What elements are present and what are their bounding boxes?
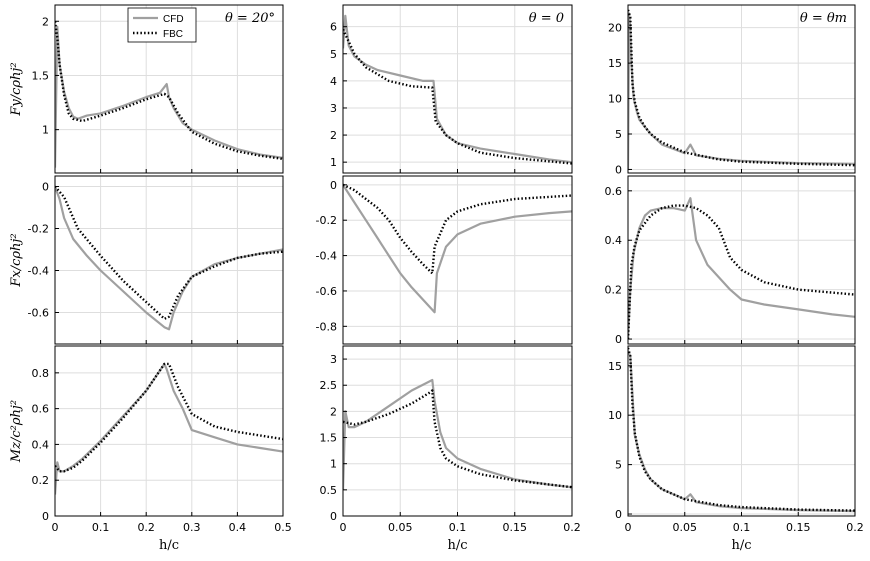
x-tick-label: 0.2 [563, 521, 581, 534]
y-tick-label: -0.2 [28, 223, 49, 236]
y-tick-label: 1.5 [320, 432, 338, 445]
y-tick-label: 0.8 [32, 367, 50, 380]
axes-box [54, 175, 284, 345]
series-fbc-line [55, 185, 283, 320]
series-cfd-line [628, 350, 855, 513]
y-tick-label: 0.6 [605, 185, 623, 198]
x-tick-label: 0.05 [673, 521, 698, 534]
axes-box [54, 4, 284, 174]
y-tick-label: 3 [330, 353, 337, 366]
series-cfd-line [55, 186, 283, 331]
y-tick-label: 15 [608, 360, 622, 373]
y-tick-label: 0 [615, 163, 622, 176]
y-tick-label: 5 [330, 48, 337, 61]
y-tick-label: 1 [330, 458, 337, 471]
y-tick-label: 1 [42, 124, 49, 137]
series-fbc-line [628, 9, 855, 167]
x-axis-label: h/c [731, 538, 751, 553]
panel-r3-c2: 0 0.5 1 1.5 2 2.5 3 0 0.05 0.1 0.15 0.2 h/c [320, 345, 581, 553]
panel-r2-c2: -0.8 -0.6 -0.4 -0.2 0 [316, 175, 573, 345]
x-tick-label: 0.1 [449, 521, 467, 534]
y-tick-label: 20 [608, 22, 622, 35]
y-tick-label: -0.6 [28, 307, 49, 320]
x-tick-label: 0.3 [183, 521, 201, 534]
y-tick-label: 10 [608, 93, 622, 106]
y-tick-label: -0.8 [316, 320, 337, 333]
x-tick-label: 0.1 [733, 521, 751, 534]
y-axis-label: Fx/cρhj² [9, 233, 24, 287]
y-tick-label: 0.4 [605, 234, 623, 247]
legend-cfd-label: CFD [163, 14, 184, 25]
panel-title: θ = 20° [225, 11, 275, 26]
x-tick-label: 0.15 [503, 521, 528, 534]
axes-box [54, 345, 284, 517]
y-tick-label: 2 [42, 15, 49, 28]
y-tick-label: 0 [330, 510, 337, 523]
x-tick-label: 0.4 [229, 521, 247, 534]
y-tick-label: 5 [615, 459, 622, 472]
y-tick-label: 5 [615, 128, 622, 141]
y-tick-label: 2.5 [320, 379, 338, 392]
y-tick-label: 0.4 [32, 438, 50, 451]
y-tick-label: -0.4 [316, 250, 337, 263]
y-tick-label: 10 [608, 409, 622, 422]
x-tick-label: 0.15 [786, 521, 811, 534]
series-cfd-line [343, 14, 572, 164]
y-tick-label: 4 [330, 75, 337, 88]
panel-title: θ = θm [800, 11, 847, 26]
series-fbc-line [343, 28, 572, 165]
x-tick-label: 0 [340, 521, 347, 534]
x-tick-label: 0.5 [274, 521, 292, 534]
y-tick-label: 0 [615, 508, 622, 521]
panel-r2-c1: -0.6 -0.4 -0.2 0 Fx/cρhj² [9, 175, 284, 345]
y-tick-label: -0.2 [316, 214, 337, 227]
series-cfd-line [343, 184, 572, 314]
x-tick-label: 0.05 [388, 521, 413, 534]
series-cfd-line [55, 25, 283, 168]
y-tick-label: 2 [330, 129, 337, 142]
y-tick-label: 15 [608, 57, 622, 70]
y-tick-label: 3 [330, 102, 337, 115]
y-tick-label: 1.5 [32, 69, 50, 82]
y-tick-label: 2 [330, 405, 337, 418]
x-tick-label: 0.1 [92, 521, 110, 534]
y-tick-label: -0.4 [28, 265, 49, 278]
x-tick-label: 0.2 [137, 521, 155, 534]
y-tick-label: 0.6 [32, 403, 50, 416]
x-axis-label: h/c [447, 538, 467, 553]
panel-r1-c3: 0 5 10 15 20 θ = θm [608, 4, 856, 176]
y-axis-label: Fy/cρhj² [9, 62, 24, 116]
y-axis-label: Mz/c²ρhj² [9, 400, 24, 463]
legend-box [127, 7, 197, 43]
y-tick-label: 1 [330, 156, 337, 169]
series-cfd-line [628, 197, 855, 340]
y-tick-label: 0.5 [320, 484, 338, 497]
panel-r1-c1: 1 1.5 2 θ = 20° Fy/cρhj² CFD FBC [9, 4, 284, 174]
y-tick-label: 0.2 [605, 284, 623, 297]
series-cfd-line [55, 362, 283, 495]
y-tick-label: 6 [330, 21, 337, 34]
x-axis-label: h/c [159, 538, 179, 553]
series-fbc-line [628, 204, 855, 340]
legend: CFD FBC [127, 7, 197, 43]
y-tick-label: 0 [615, 333, 622, 346]
panel-r2-c3: 0 0.2 0.4 0.6 [605, 175, 856, 346]
panel-r3-c3: 0 5 10 15 0 0.05 0.1 0.15 0.2 h/c [608, 345, 864, 553]
x-tick-label: 0 [52, 521, 59, 534]
y-tick-label: 0 [42, 181, 49, 194]
panel-r1-c2: 1 2 3 4 5 6 θ = 0 [330, 4, 573, 174]
x-tick-label: 0 [625, 521, 632, 534]
x-tick-label: 0.2 [846, 521, 864, 534]
y-tick-label: 0 [330, 179, 337, 192]
legend-fbc-label: FBC [163, 29, 183, 40]
y-tick-label: -0.6 [316, 285, 337, 298]
y-tick-label: 0 [42, 510, 49, 523]
panel-title: θ = 0 [529, 11, 564, 26]
y-tick-label: 0.2 [32, 474, 50, 487]
panel-r3-c1: 0 0.2 0.4 0.6 0.8 0 0.1 0.2 0.3 0.4 0.5 h/c Mz/c²ρhj… [9, 345, 292, 553]
